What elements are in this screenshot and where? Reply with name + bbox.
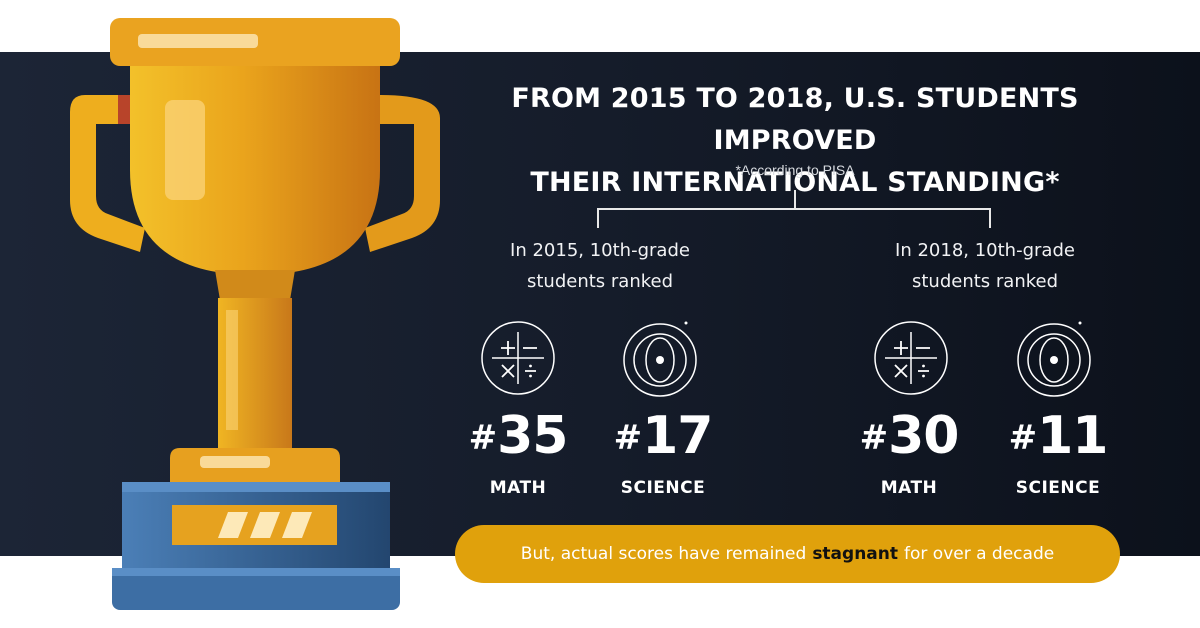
banner-text-after: for over a decade [904, 544, 1055, 564]
subject-2015-math: MATH [489, 478, 547, 498]
atom-icon [1017, 321, 1091, 397]
headline: FROM 2015 TO 2018, U.S. STUDENTS IMPROVE… [430, 78, 1160, 204]
subject-2015-science: SCIENCE [620, 478, 706, 498]
footnote: *According to PISA [735, 162, 855, 178]
banner-text-before: But, actual scores have remained [520, 544, 807, 564]
rank-2018-math: #30 [859, 406, 960, 466]
year-2018-label: In 2018, 10th-grade students ranked [895, 240, 1075, 292]
rank-2018-science: #11 [1008, 406, 1109, 466]
year-2015-label: In 2015, 10th-grade students ranked [510, 240, 690, 292]
rank-2015-math: #35 [468, 406, 569, 466]
atom-icon [623, 321, 697, 397]
subject-2018-science: SCIENCE [1015, 478, 1101, 498]
stagnant-scores-banner: But, actual scores have remained stagnan… [455, 525, 1120, 583]
headline-line-1: FROM 2015 TO 2018, U.S. STUDENTS IMPROVE… [511, 83, 1079, 156]
subject-2018-math: MATH [880, 478, 938, 498]
math-operators-icon [874, 321, 948, 395]
banner-emphasis: stagnant [812, 544, 899, 564]
trophy-icon [70, 18, 440, 610]
rank-2015-science: #17 [613, 406, 714, 466]
math-operators-icon [481, 321, 555, 395]
